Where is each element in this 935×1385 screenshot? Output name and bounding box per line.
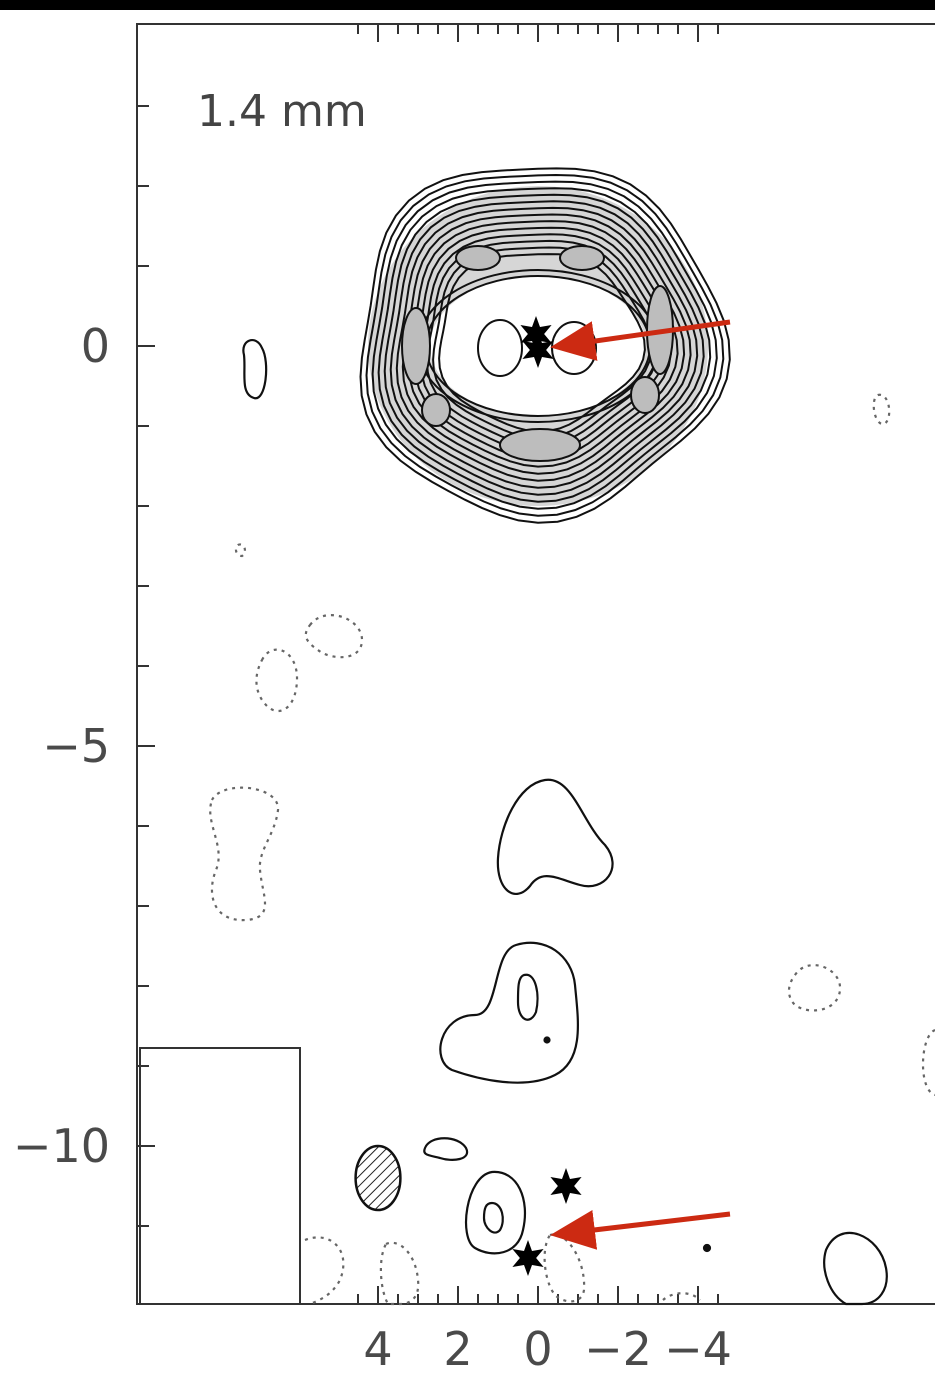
contour-bottom-inner <box>482 1201 504 1234</box>
annotation-arrows <box>550 319 731 1250</box>
beam-ellipse <box>354 1144 402 1212</box>
solid-contours <box>242 339 888 1306</box>
contour-bottom-outer <box>464 1170 527 1255</box>
source-stars <box>512 316 582 1276</box>
main-contour-ring <box>377 187 712 503</box>
contour-left-small <box>242 339 268 400</box>
contour-small-blob <box>423 1137 469 1161</box>
x-tick-label: 0 <box>523 1322 552 1376</box>
x-tick-label: −2 <box>584 1322 652 1376</box>
contour-mid-lower <box>439 941 579 1084</box>
dotted-contours <box>209 393 935 1306</box>
dotted-pair-upper <box>304 614 364 659</box>
plot-frame <box>136 23 935 1305</box>
contour-mid-upper <box>496 778 614 895</box>
main-contour-ring <box>371 180 718 510</box>
star-marker <box>512 1240 544 1276</box>
beam-inset-box <box>139 1047 301 1305</box>
main-contour-ring <box>359 167 731 524</box>
y-tick-label: 0 <box>81 319 110 373</box>
x-tick-label: −4 <box>664 1322 732 1376</box>
axis-ticks <box>137 24 719 1304</box>
y-tick-label: −5 <box>42 719 110 773</box>
dotted-right-small <box>872 393 891 426</box>
main-contour-ring <box>389 200 699 489</box>
star-marker <box>522 332 554 368</box>
x-tick-label: 4 <box>363 1322 392 1376</box>
main-contour-ring <box>365 173 725 517</box>
dotted-pair-lower <box>255 648 299 713</box>
dotted-peanut <box>209 786 280 922</box>
axis-tick-labels: 4 2 0 −2 −40−5−10 <box>13 319 732 1376</box>
ring-blobs <box>401 245 674 462</box>
dotted-right-mid <box>787 964 842 1012</box>
dotted-bottom-a <box>304 1236 345 1306</box>
y-tick-label: −10 <box>13 1119 110 1173</box>
annotation-arrow <box>550 319 731 361</box>
dotted-right-edge <box>921 1028 935 1097</box>
contour-dot-2 <box>702 1243 712 1253</box>
star-marker <box>520 316 552 352</box>
dotted-bottom-c <box>543 1233 586 1303</box>
contour-mid-lower-inner <box>516 973 539 1021</box>
x-tick-label: 2 <box>443 1322 472 1376</box>
contour-dot <box>543 1036 551 1044</box>
contour-right-bottom <box>823 1231 888 1306</box>
main-contour-ring <box>383 193 705 496</box>
main-contour-ring <box>395 206 692 482</box>
star-marker <box>550 1168 582 1204</box>
dotted-bottom-d <box>662 1292 701 1301</box>
dotted-tiny <box>234 543 247 558</box>
annotation-arrow <box>550 1210 731 1250</box>
top-border <box>0 0 935 10</box>
dotted-bottom-b <box>379 1241 420 1306</box>
panel-label: 1.4 mm <box>197 86 367 137</box>
